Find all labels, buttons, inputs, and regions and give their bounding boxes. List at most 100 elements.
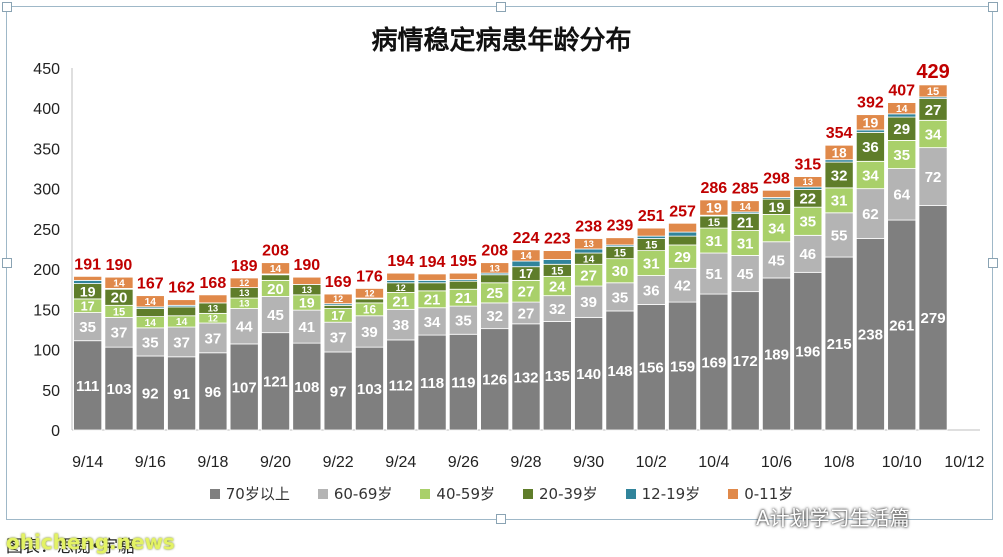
bar-segment-label: 14 (145, 297, 157, 308)
bar-segment (480, 328, 510, 431)
bar-segment-label: 19 (862, 115, 878, 131)
legend-swatch (209, 488, 220, 499)
bar-segment (542, 250, 572, 260)
bar-total-label: 315 (794, 157, 821, 174)
bar-segment (793, 176, 823, 188)
resize-handle-left[interactable] (2, 258, 12, 268)
bar-segment-label: 12 (239, 278, 249, 288)
bar-segment (855, 114, 885, 131)
legend-item: 0-11岁 (728, 483, 793, 504)
bar-segment-label: 96 (205, 384, 222, 401)
bar-total-label: 239 (607, 218, 634, 235)
bar-segment-label: 29 (674, 249, 691, 266)
bar-segment (761, 189, 791, 198)
bar-segment-label: 118 (420, 375, 444, 392)
x-tick-label: 9/18 (197, 454, 228, 471)
bar-segment-label: 62 (862, 206, 879, 223)
resize-handle-bottom[interactable] (496, 514, 506, 524)
bar-segment-label: 21 (737, 214, 754, 231)
bar-segment-label: 37 (205, 330, 222, 347)
bar-segment (167, 326, 197, 358)
y-tick-label: 50 (42, 383, 60, 400)
bar-segment-label: 45 (768, 252, 785, 269)
bar-segment-label: 27 (580, 268, 597, 285)
bar-segment (918, 205, 948, 431)
bar-segment-label: 19 (706, 201, 722, 217)
x-tick-label: 10/10 (882, 454, 922, 471)
legend-label: 20-39岁 (539, 485, 598, 503)
bar-segment (918, 119, 948, 149)
chart-title: 病情稳定病患年龄分布 (371, 26, 632, 56)
resize-handle-top-left[interactable] (2, 2, 12, 12)
bar-segment-label: 64 (893, 187, 910, 204)
bar-total-label: 298 (763, 170, 790, 187)
bar-segment-label: 46 (799, 246, 816, 263)
bar-segment-label: 72 (925, 169, 942, 186)
bar-segment-label: 34 (424, 314, 441, 331)
bar-segment (699, 199, 729, 216)
bar-segment-label: 31 (831, 193, 848, 210)
bar-segment-label: 34 (768, 220, 785, 237)
bar-segment-label: 21 (424, 292, 441, 309)
bar-segment (417, 307, 447, 336)
resize-handle-top[interactable] (496, 2, 506, 12)
bar-segment-label: 13 (208, 304, 219, 315)
bar-segment-label: 12 (396, 283, 406, 293)
legend-item: 70岁以上 (209, 483, 290, 504)
bar-total-label: 407 (888, 83, 915, 100)
bar-segment-label: 169 (701, 354, 726, 371)
bar-segment-label: 39 (361, 324, 378, 341)
bar-segment (855, 188, 885, 239)
bar-segment-label: 14 (739, 202, 751, 213)
bar-segment (386, 272, 416, 281)
bar-segment-label: 14 (896, 104, 908, 115)
bar-total-label: 195 (450, 253, 477, 270)
bar-segment (730, 291, 760, 431)
bar-segment (323, 304, 353, 309)
resize-handle-right[interactable] (988, 258, 998, 268)
bar-total-label: 190 (106, 257, 133, 274)
bar-segment-label: 31 (643, 255, 660, 272)
bar-segment-label: 172 (733, 353, 758, 370)
bar-segment-label: 20 (267, 281, 284, 298)
bar-segment (824, 144, 854, 161)
bar-segment (354, 315, 384, 348)
x-tick-label: 10/4 (698, 454, 729, 471)
legend-swatch (523, 488, 534, 499)
bar-segment-label: 12 (333, 294, 343, 304)
bar-segment (135, 295, 165, 308)
bar-segment (73, 279, 103, 284)
bar-segment (386, 308, 416, 341)
bar-segment-label: 35 (142, 334, 159, 351)
bar-segment (480, 302, 510, 330)
bar-segment-label: 19 (80, 284, 96, 300)
bar-segment-label: 44 (236, 319, 253, 336)
bar-segment-label: 37 (111, 325, 128, 342)
bar-segment-label: 14 (583, 254, 595, 265)
legend-swatch (625, 488, 636, 499)
bar-segment-label: 18 (832, 145, 847, 160)
bar-segment-label: 13 (803, 177, 814, 188)
bar-segment-label: 92 (142, 385, 159, 402)
bar-segment (636, 227, 666, 237)
resize-handle-top-right[interactable] (988, 2, 998, 12)
bar-segment (636, 250, 666, 276)
bar-segment (699, 252, 729, 295)
bar-segment (480, 274, 510, 284)
bar-segment-label: 39 (580, 294, 597, 311)
bar-segment (855, 238, 885, 431)
bar-segment (135, 355, 165, 431)
legend-label: 60-69岁 (333, 485, 393, 503)
bar-segment-label: 15 (551, 265, 563, 277)
y-tick-label: 100 (33, 343, 60, 360)
bar-segment (354, 346, 384, 431)
bar-segment-label: 35 (79, 319, 96, 336)
legend-item: 60-69岁 (317, 483, 393, 504)
bar-segment-label: 17 (519, 267, 533, 281)
bar-segment-label: 17 (81, 299, 95, 313)
bar-segment (104, 346, 134, 431)
bar-segment-label: 31 (706, 233, 723, 250)
legend-item: 40-59岁 (420, 483, 495, 504)
bar-segment (793, 206, 823, 236)
bar-segment (417, 273, 447, 281)
